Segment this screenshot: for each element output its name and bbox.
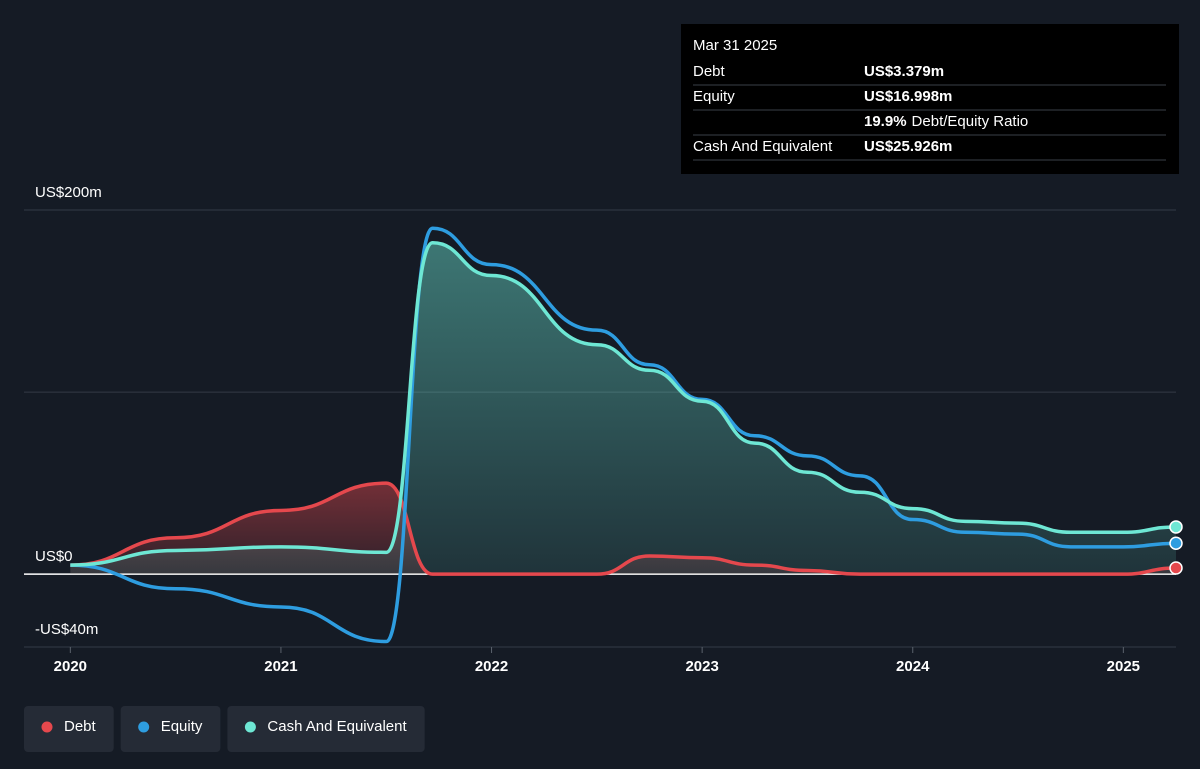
series-area [70, 242, 1176, 575]
x-tick-label: 2021 [264, 658, 297, 675]
tooltip-value: US$3.379m [864, 63, 944, 80]
x-tick-label: 2023 [685, 658, 718, 675]
legend-button [227, 706, 425, 752]
y-tick-label: US$200m [35, 184, 102, 201]
tooltip-value: US$16.998m [864, 88, 952, 105]
y-tick-label: -US$40m [35, 621, 98, 638]
series-line [70, 481, 1177, 576]
legend-item[interactable]: Debt [24, 706, 114, 752]
legend-item[interactable]: Cash And Equivalent [227, 706, 425, 752]
x-tick-label: 2025 [1107, 658, 1140, 675]
x-tick-label: 2022 [475, 658, 508, 675]
x-tick-label: 2024 [896, 658, 930, 675]
tooltip-label: Cash And Equivalent [693, 138, 833, 155]
tooltip-date: Mar 31 2025 [693, 37, 777, 54]
tooltip-value: US$25.926m [864, 138, 952, 155]
tooltip: Mar 31 2025 Debt US$3.379m Equity US$16.998m… [681, 24, 1179, 174]
legend-label: Cash And Equivalent [267, 718, 407, 735]
legend-swatch [138, 721, 150, 733]
legend-swatch [41, 721, 53, 733]
legend-button [24, 706, 114, 752]
legend-item[interactable]: Equity [120, 706, 221, 752]
series-line [70, 226, 1177, 644]
legend-swatch [244, 721, 256, 733]
x-tick-label: 2020 [54, 658, 87, 675]
legend-label: Equity [161, 718, 203, 735]
end-dot [1169, 520, 1183, 534]
legend-button [120, 706, 221, 752]
tooltip-value: 19.9% [864, 113, 907, 130]
tooltip-box [681, 24, 1179, 174]
legend-label: Debt [64, 718, 97, 735]
y-tick-label: US$0 [35, 548, 73, 565]
end-dot [1169, 536, 1183, 550]
tooltip-label: Debt/Equity Ratio [912, 113, 1029, 130]
tooltip-label: Equity [693, 88, 735, 105]
end-dot [1169, 561, 1183, 575]
tooltip-label: Debt [693, 63, 726, 80]
series-line [70, 241, 1177, 567]
